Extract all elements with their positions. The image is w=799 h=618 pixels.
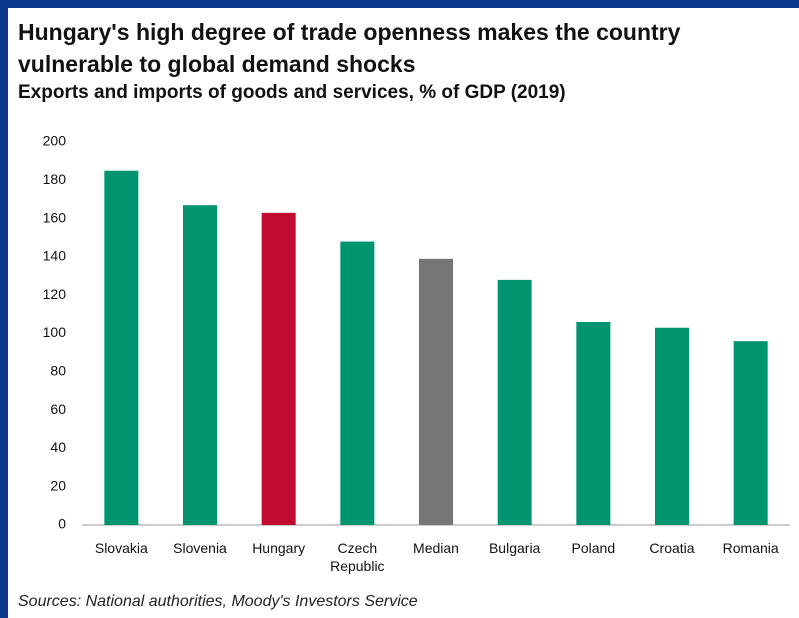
y-tick-label: 140 (43, 248, 67, 264)
bar (497, 279, 532, 525)
panel: Hungary's high degree of trade openness … (8, 8, 799, 618)
x-tick-label: Slovenia (173, 540, 227, 556)
y-tick-label: 100 (43, 324, 67, 340)
y-tick-label: 80 (50, 363, 66, 379)
x-tick-label: Czech Republic (330, 540, 385, 574)
x-tick-label: Romania (722, 540, 779, 556)
bar (419, 258, 453, 525)
source-note: Sources: National authorities, Moody's I… (18, 593, 418, 610)
chart-subtitle: Exports and imports of goods and service… (18, 82, 566, 103)
chart-title: Hungary's high degree of trade openness … (18, 19, 681, 77)
x-tick-label: Croatia (649, 540, 695, 556)
y-tick-label: 200 (43, 133, 67, 149)
y-tick-label: 160 (43, 209, 67, 225)
bar (655, 327, 689, 525)
chart: 0 20 40 60 80 100 120 140 160 180 200 (43, 133, 790, 532)
x-tick-label: Poland (571, 540, 616, 556)
bar (183, 205, 217, 525)
bar (261, 212, 296, 526)
y-tick-label: 180 (43, 171, 67, 187)
bar (576, 322, 611, 525)
bar (733, 341, 768, 525)
y-tick-label: 0 (58, 516, 66, 532)
x-tick-label: Bulgaria (488, 540, 541, 556)
y-tick-label: 40 (50, 439, 66, 455)
y-tick-label: 20 (50, 477, 66, 493)
x-tick-label: Median (413, 540, 459, 556)
y-tick-label: 120 (43, 286, 67, 302)
bar (340, 241, 375, 525)
y-tick-label: 60 (50, 401, 66, 417)
bar (104, 170, 139, 525)
x-tick-label: Slovakia (94, 540, 148, 556)
x-tick-label: Hungary (252, 540, 306, 556)
